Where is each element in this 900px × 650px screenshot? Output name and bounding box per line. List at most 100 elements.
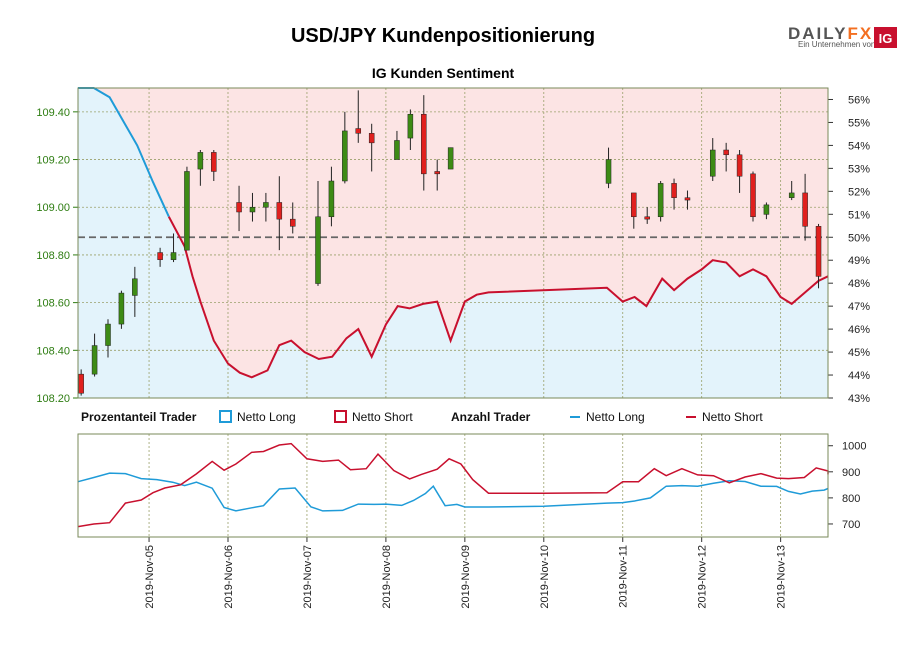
date-tick-label: 2019-Nov-12 xyxy=(697,545,709,609)
percent-tick-label: 47% xyxy=(848,301,870,313)
percent-tick-label: 43% xyxy=(848,393,870,405)
logo-brand: DAILYFX xyxy=(788,24,873,43)
percent-tick-label: 56% xyxy=(848,94,870,106)
candle-body xyxy=(184,171,190,251)
chart-subtitle: IG Kunden Sentiment xyxy=(372,65,515,81)
candle-body xyxy=(105,323,111,346)
dailyfx-logo: DAILYFX Ein Unternehmen von IG xyxy=(788,24,897,49)
date-tick-label: 2019-Nov-07 xyxy=(302,545,314,609)
percent-tick-label: 49% xyxy=(848,255,870,267)
candle-body xyxy=(447,147,454,170)
candle-body xyxy=(170,252,177,260)
count-tick-label: 900 xyxy=(842,467,860,479)
candle-body xyxy=(157,252,163,260)
candle-body xyxy=(723,149,729,156)
candle-body xyxy=(657,183,664,218)
legend-pct-short-swatch xyxy=(334,410,347,423)
ig-badge xyxy=(874,27,897,48)
date-tick-label: 2019-Nov-10 xyxy=(539,545,551,609)
net-long-area xyxy=(78,88,828,398)
count-tick-label: 800 xyxy=(842,493,860,505)
candlesticks xyxy=(78,90,822,396)
candle-body xyxy=(132,278,138,296)
date-tick-label: 2019-Nov-06 xyxy=(223,545,235,609)
candle-body xyxy=(263,202,269,208)
candle-body xyxy=(605,159,612,184)
legend-pct-long-swatch xyxy=(219,410,232,423)
legend-count-long: Netto Long xyxy=(586,410,645,424)
candle-body xyxy=(684,197,691,201)
candle-body xyxy=(342,130,348,182)
logo-tagline: Ein Unternehmen von xyxy=(798,40,875,49)
price-tick-label: 109.20 xyxy=(36,155,70,167)
percent-tick-label: 45% xyxy=(848,347,870,359)
net-short-line xyxy=(167,216,829,379)
count-axis: 700 800 900 1000 xyxy=(828,441,866,531)
candle-body xyxy=(118,292,125,325)
chart-title: USD/JPY Kundenpositionierung xyxy=(291,25,595,47)
candle-body xyxy=(197,152,204,170)
candle-body xyxy=(736,154,743,177)
candle-body xyxy=(249,206,256,213)
count-short-line xyxy=(77,442,829,528)
candle-body xyxy=(368,133,375,144)
candle-body xyxy=(421,113,427,175)
date-tick-label: 2019-Nov-05 xyxy=(144,545,156,609)
legend: Prozentanteil Trader Netto Long Netto Sh… xyxy=(81,410,763,424)
percent-tick-label: 53% xyxy=(848,163,870,175)
count-tick-label: 700 xyxy=(842,519,860,531)
ig-badge-label: IG xyxy=(879,31,893,46)
percent-axis: 43% 44% 45% 46% 47% 48% 49% 50% 51% 52% 53% 54% 55% 5… xyxy=(828,94,870,405)
date-tick-label: 2019-Nov-08 xyxy=(381,545,393,609)
percent-tick-label: 48% xyxy=(848,278,870,290)
candle-body xyxy=(211,152,217,172)
candle-body xyxy=(78,373,84,394)
candle-body xyxy=(394,140,400,160)
candle-body xyxy=(236,202,242,213)
candle-body xyxy=(671,183,677,198)
count-long-line xyxy=(77,472,829,512)
legend-pct-short: Netto Short xyxy=(352,410,413,424)
price-panel: 108.20 108.40 108.60 108.80 109.00 109.20 109.… xyxy=(36,87,870,405)
percent-tick-label: 55% xyxy=(848,117,870,129)
candle-body xyxy=(788,192,795,198)
price-tick-label: 108.80 xyxy=(36,250,70,262)
candle-body xyxy=(276,202,283,220)
percent-tick-label: 50% xyxy=(848,232,870,244)
candle-body xyxy=(763,204,770,215)
date-tick-label: 2019-Nov-13 xyxy=(776,545,788,609)
date-tick-label: 2019-Nov-11 xyxy=(618,545,630,608)
price-tick-label: 108.60 xyxy=(36,298,70,310)
count-panel-frame xyxy=(77,433,829,538)
legend-count-short: Netto Short xyxy=(702,410,763,424)
candle-body xyxy=(407,113,414,139)
candle-body xyxy=(815,226,822,277)
candle-body xyxy=(328,180,335,218)
legend-count-heading: Anzahl Trader xyxy=(451,410,531,424)
percent-tick-label: 46% xyxy=(848,324,870,336)
legend-pct-long: Netto Long xyxy=(237,410,296,424)
count-tick-label: 1000 xyxy=(842,441,866,453)
percent-tick-label: 51% xyxy=(848,209,870,221)
date-tick-label: 2019-Nov-09 xyxy=(460,545,472,609)
price-axis: 108.20 108.40 108.60 108.80 109.00 109.20 109.… xyxy=(36,107,78,405)
candle-body xyxy=(709,149,716,177)
percent-tick-label: 52% xyxy=(848,186,870,198)
candle-body xyxy=(91,345,98,375)
price-tick-label: 108.40 xyxy=(36,345,70,357)
price-tick-label: 108.20 xyxy=(36,393,70,405)
candle-body xyxy=(631,192,637,218)
date-axis: 2019-Nov-05 2019-Nov-06 2019-Nov-07 2019-No… xyxy=(144,537,788,609)
price-tick-label: 109.40 xyxy=(36,107,70,119)
candle-body xyxy=(289,218,296,227)
candle-body xyxy=(434,171,440,175)
price-panel-frame xyxy=(77,87,829,399)
price-tick-label: 109.00 xyxy=(36,202,70,214)
legend-pct-heading: Prozentanteil Trader xyxy=(81,410,197,424)
candle-body xyxy=(802,192,808,227)
candle-body xyxy=(315,216,321,284)
count-vertical-grid xyxy=(148,434,782,537)
candle-body xyxy=(355,128,362,134)
